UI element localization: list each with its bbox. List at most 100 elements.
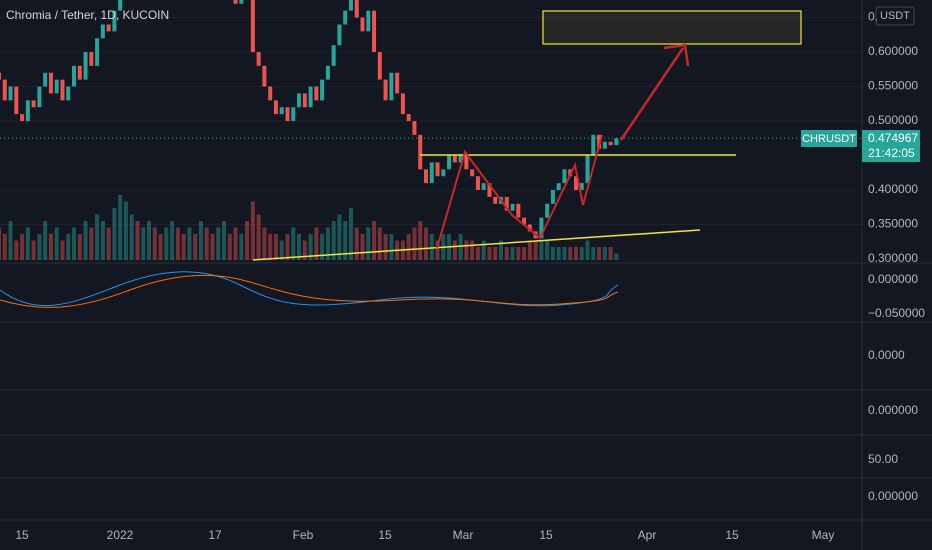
candle-body: [256, 52, 261, 66]
volume-bar: [568, 247, 573, 260]
candle-body: [360, 17, 365, 32]
candle-body: [591, 134, 596, 156]
volume-bar: [152, 227, 157, 260]
candle-body: [48, 72, 53, 94]
candles: [0, 0, 619, 239]
projection-arrow: [619, 47, 685, 141]
macd-tick-label: 0.000000: [868, 272, 918, 286]
volume-bar: [597, 247, 602, 260]
volume-bar: [8, 221, 13, 260]
candle-body: [429, 162, 434, 184]
volume-bar: [343, 221, 348, 260]
candle-body: [493, 196, 498, 204]
volume-bar: [60, 240, 65, 260]
volume-bar: [314, 227, 319, 260]
candle-body: [54, 79, 59, 94]
candle-body: [348, 0, 353, 11]
volume-bar: [516, 247, 521, 260]
candle-body: [95, 38, 100, 66]
x-tick-label: Apr: [638, 528, 657, 542]
volume-bar: [204, 227, 209, 260]
candle-body: [366, 10, 371, 32]
volume-bar: [435, 240, 440, 260]
candle-body: [545, 203, 550, 218]
candle-body: [89, 52, 94, 66]
volume-bar: [245, 221, 250, 260]
volume-bar: [72, 227, 77, 260]
volume-bar: [239, 234, 244, 260]
volume-bar: [377, 227, 382, 260]
volume-bar: [89, 227, 94, 260]
volume-bar: [164, 227, 169, 260]
y-tick-label: 0.550000: [868, 79, 918, 93]
candle-body: [118, 0, 123, 11]
candle-body: [395, 72, 400, 94]
x-tick-label: 15: [725, 528, 739, 542]
macd-line: [0, 271, 619, 307]
candle-body: [331, 45, 336, 66]
volume-bar: [325, 227, 330, 260]
y-tick-label: 0.500000: [868, 113, 918, 127]
volume-bar: [337, 214, 342, 260]
candle-body: [383, 79, 388, 101]
volume-bar: [95, 214, 100, 260]
currency-button[interactable]: [875, 6, 915, 26]
volume-bar: [389, 234, 394, 260]
candle-body: [354, 0, 359, 18]
candle-body: [539, 217, 544, 239]
volume-bar: [372, 221, 377, 260]
candle-body: [475, 176, 480, 191]
volume-bar: [481, 240, 486, 260]
volume-bar: [279, 240, 284, 260]
volume-bar: [233, 227, 238, 260]
candle-body: [291, 107, 296, 122]
volume-bar: [527, 240, 532, 260]
signal-line: [0, 274, 619, 308]
candle-body: [106, 24, 111, 32]
candle-body: [400, 93, 405, 115]
volume-bar: [331, 221, 336, 260]
x-tick-label: 2022: [107, 528, 134, 542]
volume-bar: [545, 240, 550, 260]
candle-body: [320, 79, 325, 101]
volume-bar: [585, 240, 590, 260]
x-tick-label: May: [812, 528, 835, 542]
candle-body: [0, 72, 1, 80]
x-tick-label: 17: [208, 528, 222, 542]
candle-body: [522, 217, 527, 225]
candle-body: [562, 169, 567, 184]
candle-body: [8, 86, 13, 101]
volume-bar: [141, 227, 146, 260]
volume-bar: [423, 227, 428, 260]
volume-bar: [135, 221, 140, 260]
volume-bar: [193, 234, 198, 260]
volume-bar: [268, 234, 273, 260]
candle-body: [100, 24, 105, 39]
candle-body: [516, 203, 521, 218]
volume-bar: [66, 234, 71, 260]
candle-body: [504, 196, 509, 211]
candle-body: [308, 86, 313, 108]
volume-bar: [383, 234, 388, 260]
candle-body: [487, 183, 492, 197]
volume-bar: [273, 234, 278, 260]
volume-bar: [54, 227, 59, 260]
candle-body: [418, 134, 423, 170]
volume-bar: [556, 247, 561, 260]
volume-bar: [227, 234, 232, 260]
candle-body: [481, 183, 486, 191]
volume-bar: [25, 227, 30, 260]
candle-body: [343, 10, 348, 25]
volume-bar: [412, 227, 417, 260]
candle-body: [60, 79, 65, 101]
currency-label[interactable]: USDT: [880, 10, 910, 22]
candle-body: [233, 0, 238, 4]
volume-bar: [222, 221, 227, 260]
price-tag: [862, 130, 920, 162]
x-tick-label: 15: [15, 528, 29, 542]
volume-bar: [302, 240, 307, 260]
volume-bar: [20, 234, 25, 260]
volume-bar: [43, 221, 48, 260]
volume-bar: [354, 227, 359, 260]
